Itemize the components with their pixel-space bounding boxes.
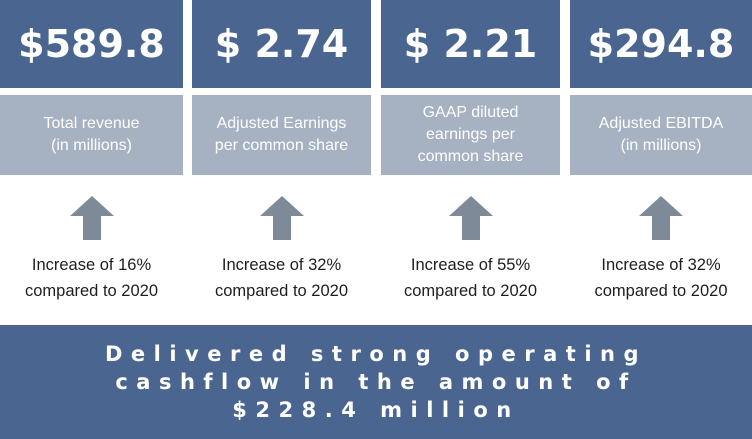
metric-label: Adjusted EBITDA (in millions) xyxy=(570,95,752,175)
label-line: earnings per xyxy=(426,126,515,143)
metric-caption: Increase of 55% compared to 2020 xyxy=(371,252,570,304)
label-line: GAAP diluted xyxy=(422,104,519,121)
banner-line: Delivered strong operating xyxy=(104,342,647,366)
caption-line: compared to 2020 xyxy=(214,282,348,300)
banner-line: $228.4 million xyxy=(232,398,520,422)
caption-line: compared to 2020 xyxy=(24,282,158,300)
caption-line: Increase of 32% xyxy=(221,256,342,274)
caption-line: Increase of 16% xyxy=(31,256,152,274)
arrow-up-icon xyxy=(448,196,493,240)
caption-line: Increase of 32% xyxy=(601,256,721,274)
label-line: Adjusted EBITDA xyxy=(598,115,724,132)
metric-caption: Increase of 32% compared to 2020 xyxy=(560,252,752,304)
label-line: (in millions) xyxy=(620,137,702,154)
caption-line: Increase of 55% xyxy=(410,256,531,274)
arrow-up-icon xyxy=(69,196,114,240)
metric-caption: Increase of 16% compared to 2020 xyxy=(0,252,193,304)
banner-line: cashflow in the amount of xyxy=(115,370,637,394)
metric-value: $294.8 xyxy=(570,0,752,88)
label-line: Adjusted Earnings xyxy=(216,115,347,132)
metric-value: $ 2.74 xyxy=(192,0,371,88)
metric-card-adjusted-eps: $ 2.74 Adjusted Earnings per common shar… xyxy=(192,0,371,310)
arrow-up-icon xyxy=(259,196,304,240)
cashflow-banner: Delivered strong operating cashflow in t… xyxy=(0,325,752,439)
label-line: per common share xyxy=(214,137,349,154)
metric-label: GAAP diluted earnings per common share xyxy=(381,95,560,175)
label-line: Total revenue xyxy=(43,115,140,132)
metric-card-gaap-eps: $ 2.21 GAAP diluted earnings per common … xyxy=(381,0,560,310)
metric-label: Total revenue (in millions) xyxy=(0,95,183,175)
metric-value: $589.8 xyxy=(0,0,183,88)
caption-line: compared to 2020 xyxy=(403,282,537,300)
arrow-up-icon xyxy=(639,196,683,240)
metric-card-revenue: $589.8 Total revenue (in millions) Incre… xyxy=(0,0,183,310)
caption-line: compared to 2020 xyxy=(594,282,728,300)
metric-caption: Increase of 32% compared to 2020 xyxy=(182,252,381,304)
metric-card-ebitda: $294.8 Adjusted EBITDA (in millions) Inc… xyxy=(570,0,752,310)
label-line: common share xyxy=(417,148,524,165)
label-line: (in millions) xyxy=(51,137,132,154)
metric-value: $ 2.21 xyxy=(381,0,560,88)
metric-label: Adjusted Earnings per common share xyxy=(192,95,371,175)
